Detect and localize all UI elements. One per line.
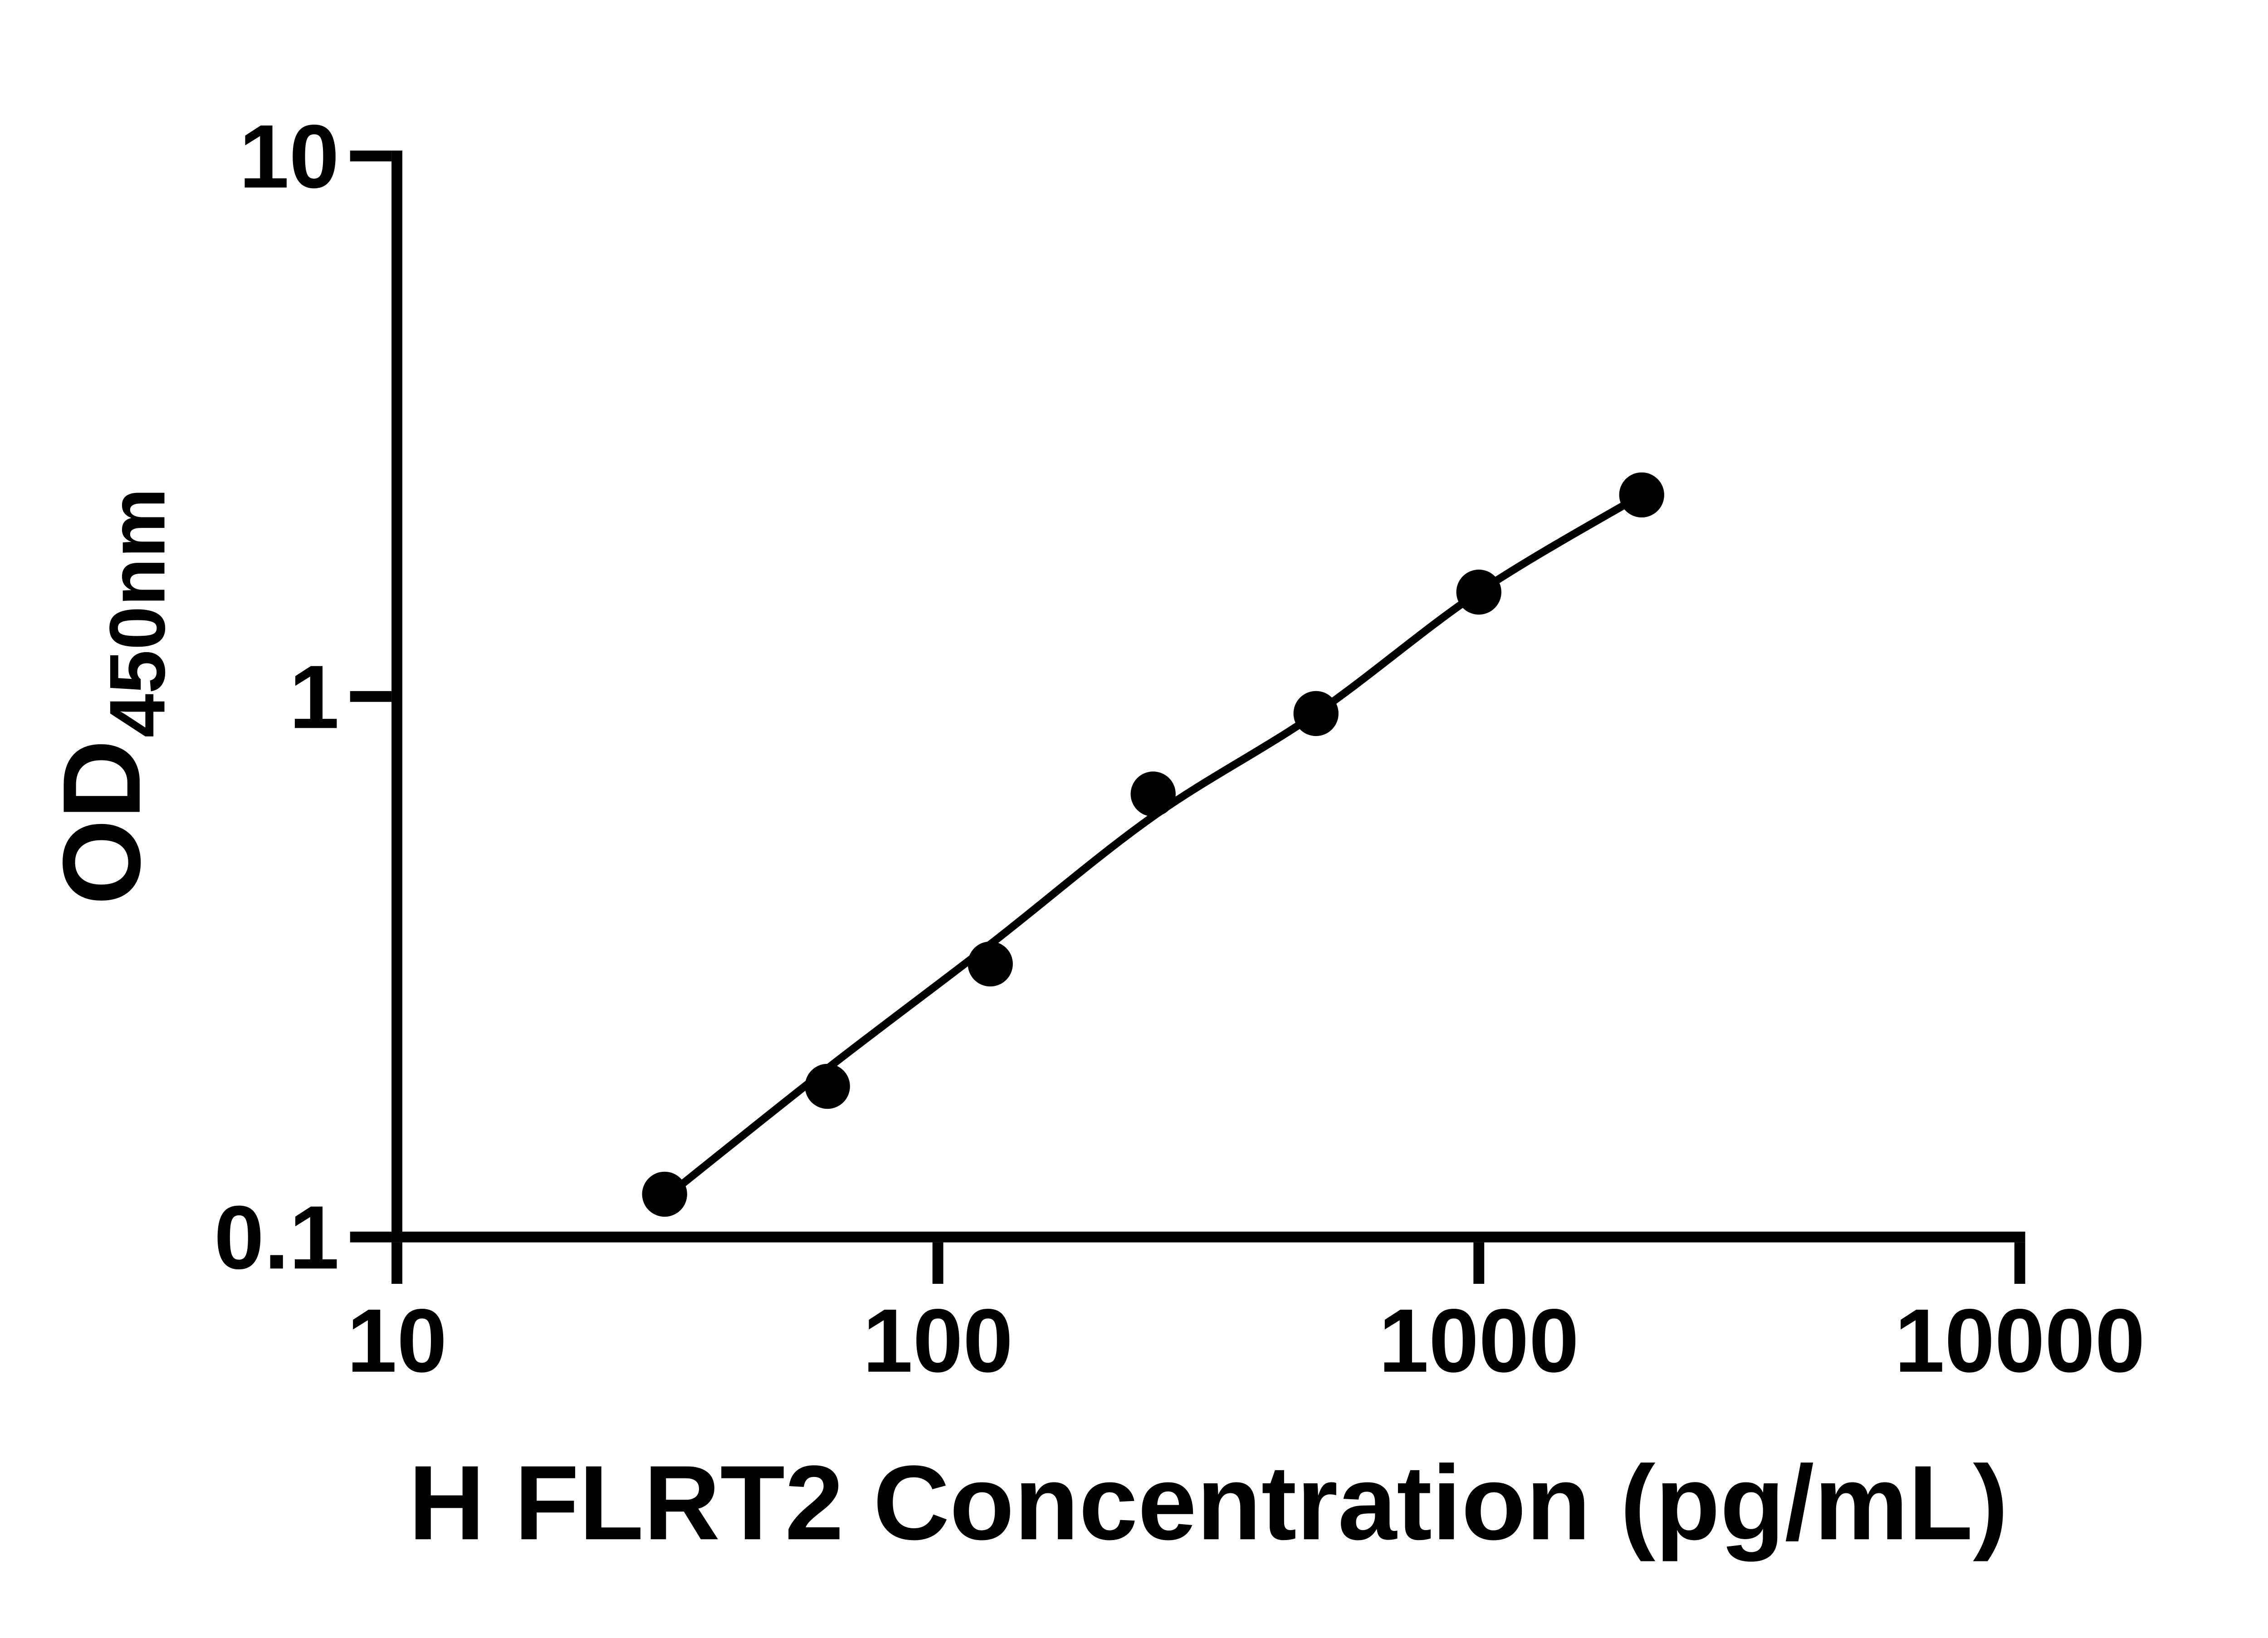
data-point-125 xyxy=(968,941,1013,987)
data-point-62.5 xyxy=(805,1063,850,1109)
tick-label-layer: 0.1 1 10 10 100 1000 10000 xyxy=(214,106,2145,1391)
y-tick-label-1: 1 xyxy=(289,647,339,747)
y-tick-label-0.1: 0.1 xyxy=(214,1187,339,1288)
x-tick-label-10000: 10000 xyxy=(1895,1291,2145,1391)
data-point-2000 xyxy=(1619,472,1664,518)
x-axis-title: H FLRT2 Concentration (pg/mL) xyxy=(409,1444,2009,1562)
y-axis-title-subscript: 450nm xyxy=(93,488,181,738)
data-point-1000 xyxy=(1456,569,1501,615)
y-tick-label-10: 10 xyxy=(239,106,339,207)
data-point-31.25 xyxy=(642,1171,687,1217)
x-tick-label-1000: 1000 xyxy=(1378,1291,1579,1391)
data-point-500 xyxy=(1293,691,1339,736)
x-tick-label-100: 100 xyxy=(863,1291,1013,1391)
data-point-250 xyxy=(1130,771,1176,817)
x-tick-label-10: 10 xyxy=(347,1291,447,1391)
axes-layer xyxy=(391,151,2025,1243)
tick-layer xyxy=(350,151,2025,1284)
series-layer xyxy=(642,472,1664,1217)
y-axis-title: OD 450nm xyxy=(40,488,181,905)
y-axis-title-main: OD xyxy=(40,740,163,905)
